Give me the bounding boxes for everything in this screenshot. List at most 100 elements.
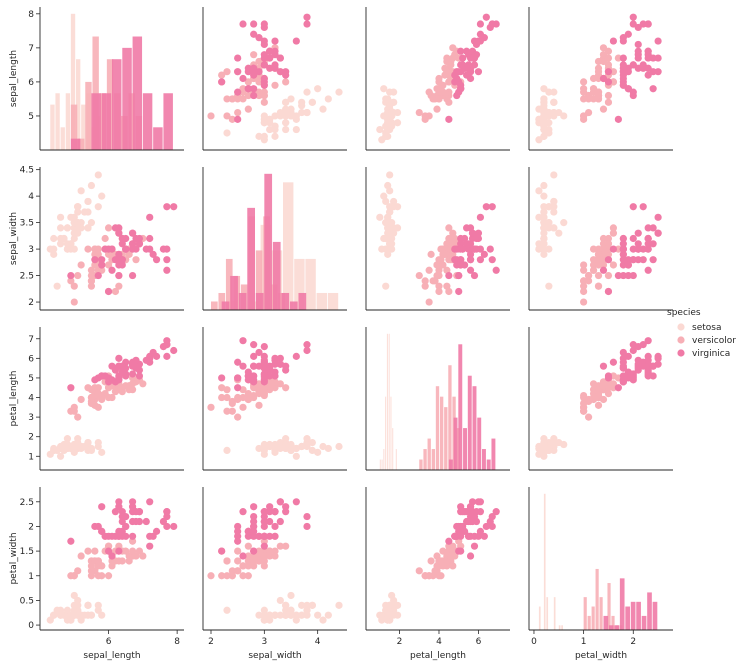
legend-label-versicolor: versicolor	[692, 336, 736, 346]
point-versicolor	[239, 95, 247, 103]
point-versicolor	[223, 557, 231, 565]
point-virginica	[619, 54, 627, 62]
point-versicolor	[223, 68, 231, 76]
point-virginica	[260, 54, 268, 62]
point-virginica	[644, 366, 652, 374]
point-virginica	[634, 47, 642, 55]
point-versicolor	[218, 393, 226, 402]
point-setosa	[540, 219, 548, 227]
point-setosa	[223, 446, 231, 455]
point-virginica	[488, 522, 496, 531]
point-setosa	[324, 611, 332, 619]
point-virginica	[644, 71, 652, 79]
point-virginica	[644, 240, 652, 248]
point-virginica	[282, 366, 290, 374]
point-virginica	[128, 240, 137, 248]
point-versicolor	[441, 71, 449, 79]
point-versicolor	[223, 407, 231, 415]
point-setosa	[376, 125, 384, 134]
point-virginica	[463, 47, 471, 55]
point-setosa	[393, 601, 402, 609]
point-virginica	[470, 245, 479, 253]
point-setosa	[560, 219, 568, 227]
point-virginica	[654, 352, 662, 360]
point-virginica	[244, 68, 252, 76]
hist-bar-virginica	[486, 459, 491, 470]
point-versicolor	[415, 567, 423, 575]
point-versicolor	[271, 547, 279, 555]
hist-bar-setosa	[70, 13, 76, 150]
point-versicolor	[589, 245, 598, 253]
point-setosa	[292, 616, 300, 624]
hist-bar-virginica	[463, 428, 467, 470]
hist-bar-versicolor	[255, 250, 263, 310]
point-setosa	[535, 240, 543, 248]
legend: species setosa versicolor virginica	[667, 308, 736, 359]
point-setosa	[384, 245, 392, 253]
point-virginica	[303, 512, 311, 521]
y-tick-label: 3.5	[20, 219, 34, 229]
point-setosa	[287, 591, 295, 600]
point-setosa	[540, 435, 548, 443]
point-setosa	[384, 181, 392, 190]
point-virginica	[459, 54, 467, 62]
point-virginica	[634, 229, 642, 237]
point-virginica	[303, 13, 311, 21]
point-versicolor	[604, 91, 613, 100]
hist-bar-versicolor	[70, 104, 78, 150]
point-versicolor	[91, 261, 99, 269]
point-virginica	[459, 61, 467, 69]
point-virginica	[250, 522, 258, 531]
point-virginica	[455, 68, 463, 76]
point-virginica	[455, 287, 463, 296]
point-versicolor	[250, 51, 258, 59]
point-virginica	[260, 532, 268, 540]
point-setosa	[550, 208, 558, 216]
point-setosa	[80, 442, 89, 451]
point-setosa	[382, 132, 390, 140]
point-versicolor	[94, 391, 102, 400]
legend-label-setosa: setosa	[692, 323, 721, 333]
point-setosa	[63, 606, 72, 614]
hist-bar-setosa	[50, 104, 55, 150]
point-versicolor	[589, 256, 598, 264]
point-virginica	[276, 68, 284, 76]
point-setosa	[63, 435, 72, 443]
point-versicolor	[244, 105, 252, 113]
point-versicolor	[594, 401, 603, 409]
hist-bar-versicolor	[583, 597, 587, 630]
point-virginica	[619, 250, 627, 258]
point-versicolor	[244, 91, 252, 100]
point-virginica	[463, 517, 471, 526]
point-versicolor	[266, 547, 274, 555]
point-setosa	[540, 250, 548, 258]
point-versicolor	[260, 557, 268, 565]
point-versicolor	[609, 261, 618, 269]
point-virginica	[98, 261, 106, 269]
point-virginica	[654, 68, 662, 76]
hist-bar-versicolor	[85, 81, 92, 150]
point-setosa	[260, 611, 268, 619]
point-versicolor	[580, 88, 588, 96]
point-virginica	[260, 20, 268, 28]
point-virginica	[260, 342, 268, 351]
y-tick-label: 5	[28, 374, 34, 384]
point-setosa	[282, 611, 290, 619]
point-virginica	[614, 271, 622, 280]
point-virginica	[163, 341, 171, 349]
hist-bar-versicolor	[611, 615, 615, 630]
hist-bar-versicolor	[591, 606, 595, 630]
hist-bar-virginica	[472, 386, 477, 470]
hist-bar-virginica	[458, 344, 463, 470]
point-versicolor	[101, 234, 109, 243]
point-setosa	[390, 88, 398, 96]
point-versicolor	[594, 391, 603, 400]
legend-title: species	[667, 308, 701, 318]
point-virginica	[629, 203, 637, 211]
y-tick-label: 0.5	[20, 596, 34, 606]
point-virginica	[292, 37, 300, 45]
point-virginica	[122, 245, 130, 253]
point-setosa	[74, 601, 82, 609]
point-setosa	[67, 240, 75, 248]
point-versicolor	[443, 57, 451, 66]
